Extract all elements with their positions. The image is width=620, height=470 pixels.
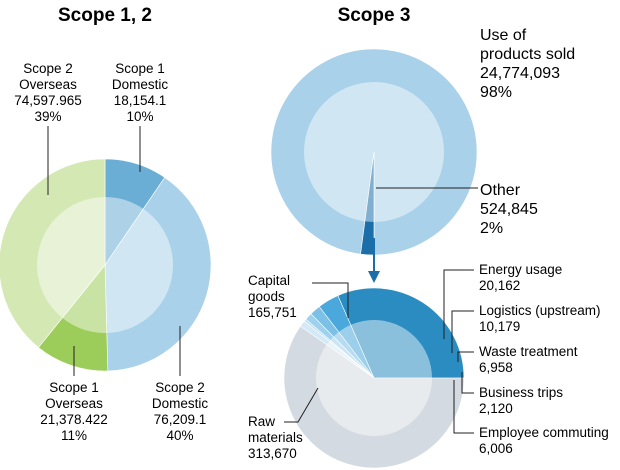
label-scope2-domestic: Scope 2 Domestic 76,209.1 40% (152, 380, 209, 443)
svg-text:materials: materials (248, 430, 303, 445)
svg-text:Scope 1: Scope 1 (49, 380, 99, 395)
pie-layer (0, 48, 478, 469)
svg-text:Business trips: Business trips (479, 385, 563, 400)
label-scope1-overseas: Scope 1 Overseas 21,378.422 11% (40, 380, 108, 443)
svg-text:11%: 11% (61, 428, 87, 443)
svg-text:313,670: 313,670 (248, 446, 297, 461)
svg-text:76,209.1: 76,209.1 (154, 412, 207, 427)
pie-1 (270, 48, 478, 256)
svg-text:2,120: 2,120 (479, 401, 513, 416)
label-business-trips: Business trips 2,120 (479, 385, 563, 416)
leader-energy-usage (443, 269, 474, 339)
svg-text:Overseas: Overseas (19, 77, 77, 92)
svg-text:Use of: Use of (480, 27, 527, 44)
slice-scope-2-overseas (0, 158, 106, 348)
svg-text:24,774,093: 24,774,093 (480, 65, 560, 82)
pie-0 (0, 158, 212, 372)
leader-waste-treatment (457, 351, 474, 362)
svg-text:40%: 40% (166, 428, 193, 443)
title-scope-1-2: Scope 1, 2 (58, 5, 152, 26)
title-scope-3: Scope 3 (338, 5, 411, 26)
svg-text:Waste treatment: Waste treatment (479, 344, 578, 359)
label-capital-goods: Capital goods 165,751 (248, 273, 297, 320)
svg-text:6,006: 6,006 (479, 441, 513, 456)
svg-text:Scope 2: Scope 2 (155, 380, 205, 395)
svg-text:Raw: Raw (248, 414, 275, 429)
svg-text:products sold: products sold (480, 46, 575, 63)
svg-text:18,154.1: 18,154.1 (114, 93, 167, 108)
label-other: Other 524,845 2% (480, 182, 538, 237)
drilldown-arrow (368, 238, 380, 283)
leader-capital-goods (312, 282, 349, 318)
svg-text:10%: 10% (126, 109, 153, 124)
pie-inner-highlight (304, 82, 444, 222)
leader-business-trips (461, 372, 474, 394)
svg-text:Scope 1: Scope 1 (115, 61, 165, 76)
svg-text:39%: 39% (34, 109, 61, 124)
svg-text:10,179: 10,179 (479, 319, 520, 334)
slice-raw-materials (283, 325, 465, 469)
svg-text:Overseas: Overseas (45, 396, 103, 411)
label-scope2-overseas: Scope 2 Overseas 74,597.965 39% (14, 61, 82, 124)
pie-inner-highlight (316, 320, 432, 436)
label-waste-treatment: Waste treatment 6,958 (479, 344, 578, 375)
label-scope1-domestic: Scope 1 Domestic 18,154.1 10% (112, 61, 169, 124)
svg-text:74,597.965: 74,597.965 (14, 93, 82, 108)
slice-scope-2-domestic (104, 177, 212, 372)
label-use-of-products-sold: Use of products sold 24,774,093 98% (480, 27, 575, 101)
svg-text:goods: goods (248, 289, 285, 304)
svg-text:21,378.422: 21,378.422 (40, 412, 108, 427)
svg-text:Domestic: Domestic (152, 396, 209, 411)
pie-inner-highlight (37, 197, 173, 333)
leader-raw-materials (284, 387, 319, 423)
svg-text:2%: 2% (480, 220, 503, 237)
label-logistics: Logistics (upstream) 10,179 (479, 303, 601, 334)
label-energy-usage: Energy usage 20,162 (479, 262, 562, 293)
svg-text:Capital: Capital (248, 273, 290, 288)
svg-text:Scope 2: Scope 2 (23, 61, 73, 76)
svg-text:98%: 98% (480, 84, 512, 101)
svg-text:165,751: 165,751 (248, 305, 297, 320)
svg-text:524,845: 524,845 (480, 201, 538, 218)
svg-text:Energy usage: Energy usage (479, 262, 562, 277)
label-raw-materials: Raw materials 313,670 (248, 414, 303, 461)
label-employee-commuting: Employee commuting 6,006 (479, 425, 609, 456)
leader-lines (47, 126, 478, 434)
labels-layer: Scope 1, 2 Scope 3 Scope 2 Overseas 74,5… (14, 5, 609, 461)
slice-scope-1-overseas (38, 264, 109, 372)
leader-logistics (451, 310, 474, 353)
leader-employee-commuting (453, 380, 474, 434)
pie-2 (283, 287, 465, 469)
svg-text:Other: Other (480, 182, 521, 199)
slice-capital-goods (337, 287, 465, 379)
svg-text:Logistics (upstream): Logistics (upstream) (479, 303, 601, 318)
svg-text:Employee commuting: Employee commuting (479, 425, 609, 440)
svg-text:6,958: 6,958 (479, 360, 513, 375)
svg-text:20,162: 20,162 (479, 278, 520, 293)
svg-text:Domestic: Domestic (112, 77, 169, 92)
